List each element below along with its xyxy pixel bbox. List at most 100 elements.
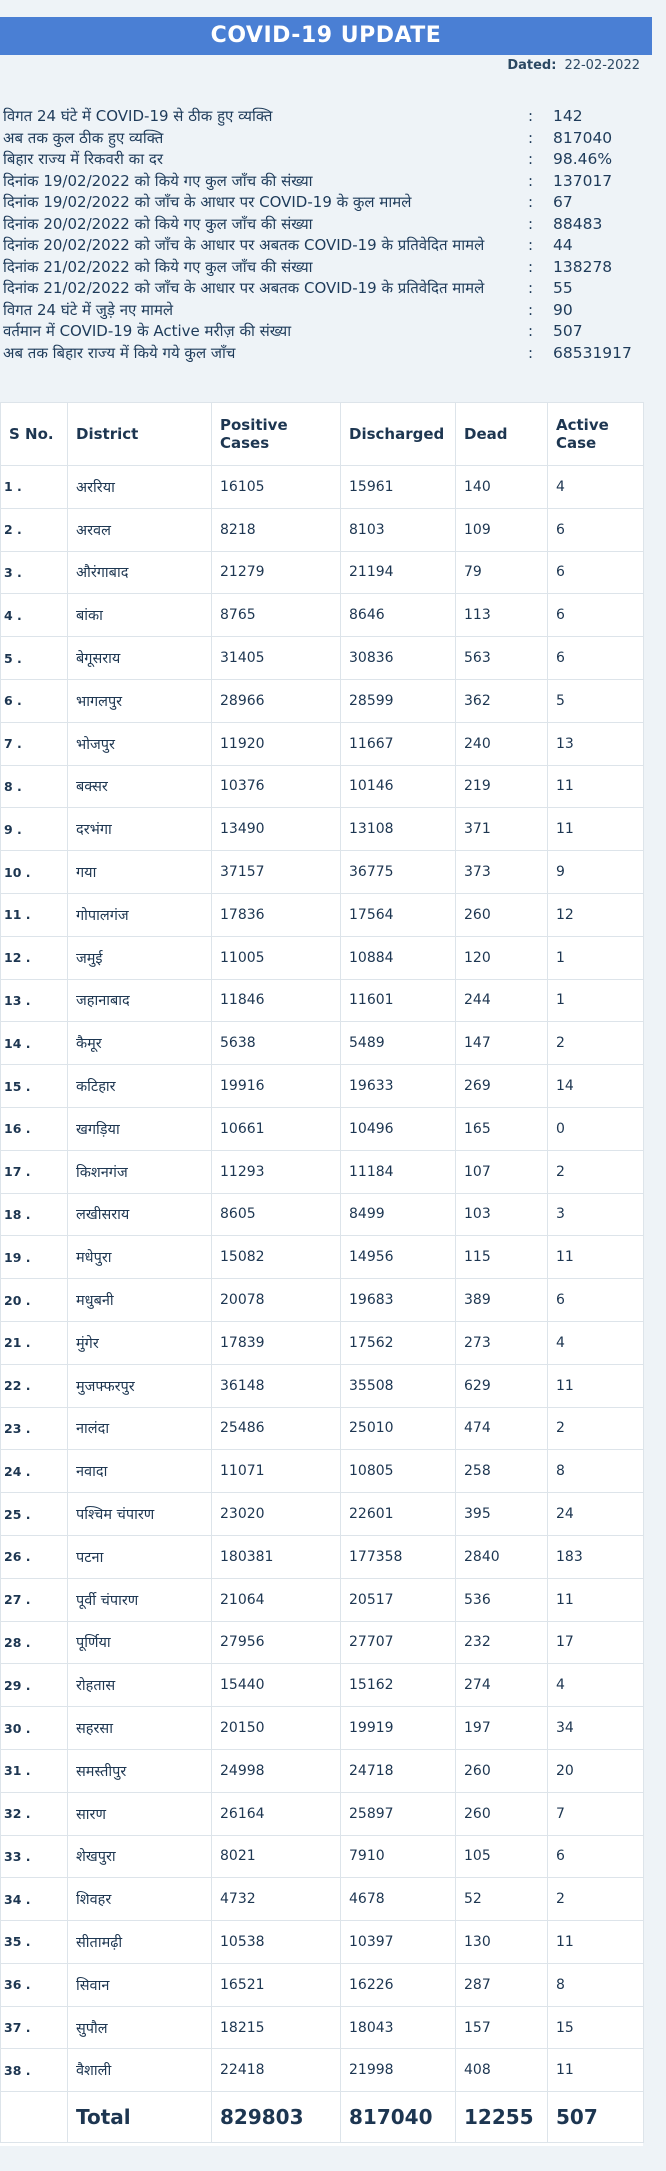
- header-district: District: [67, 402, 212, 466]
- table-row: 2 . अरवल 8218 8103 109 6: [0, 507, 644, 552]
- cell-positive-cases: 15082: [211, 1235, 341, 1280]
- summary-colon: :: [528, 279, 534, 297]
- cell-district: अररिया: [67, 465, 212, 509]
- summary-value: 98.46%: [553, 150, 613, 168]
- summary-row: विगत 24 घंटे में जुड़े नए मामले:90: [0, 300, 652, 322]
- cell-positive-cases: 24998: [211, 1748, 341, 1793]
- summary-value: 817040: [553, 128, 613, 147]
- cell-discharged: 13108: [340, 807, 456, 852]
- summary-label: विगत 24 घंटे में COVID-19 से ठीक हुए व्य…: [3, 107, 273, 125]
- cell-district: पूर्णिया: [67, 1620, 212, 1665]
- cell-district: रोहतास: [67, 1663, 212, 1708]
- cell-active-case: 11: [547, 1920, 644, 1964]
- cell-district: अरवल: [67, 507, 212, 552]
- cell-dead: 197: [455, 1706, 548, 1750]
- table-row: 4 . बांका 8765 8646 113 6: [0, 593, 644, 638]
- page-title-banner: COVID-19 UPDATE: [0, 17, 652, 55]
- cell-active-case: 8: [547, 1449, 644, 1494]
- summary-colon: :: [528, 236, 534, 254]
- total-cell-sno: [0, 2091, 68, 2144]
- summary-row: दिनांक 20/02/2022 को जाँच के आधार पर अबत…: [0, 235, 652, 257]
- cell-discharged: 16226: [340, 1962, 456, 2007]
- cell-dead: 232: [455, 1620, 548, 1665]
- cell-active-case: 11: [547, 764, 644, 809]
- cell-dead: 362: [455, 678, 548, 723]
- cell-sno: 18 .: [0, 1192, 68, 1237]
- cell-positive-cases: 11071: [211, 1449, 341, 1494]
- cell-discharged: 17562: [340, 1320, 456, 1365]
- total-cell-discharged: 817040: [340, 2091, 456, 2144]
- cell-discharged: 11601: [340, 978, 456, 1023]
- summary-row: दिनांक 21/02/2022 को किये गए कुल जाँच की…: [0, 257, 652, 279]
- cell-district: सहरसा: [67, 1706, 212, 1750]
- table-row: 25 . पश्चिम चंपारण 23020 22601 395 24: [0, 1492, 644, 1536]
- table-row: 35 . सीतामढ़ी 10538 10397 130 11: [0, 1920, 644, 1964]
- table-total-row: Total 829803 817040 12255 507: [0, 2091, 644, 2144]
- table-row: 8 . बक्सर 10376 10146 219 11: [0, 764, 644, 809]
- cell-positive-cases: 11920: [211, 721, 341, 766]
- cell-positive-cases: 10538: [211, 1920, 341, 1964]
- dated-line: Dated: 22-02-2022: [507, 58, 640, 73]
- cell-positive-cases: 11005: [211, 935, 341, 980]
- cell-positive-cases: 22418: [211, 2048, 341, 2093]
- cell-active-case: 183: [547, 1534, 644, 1579]
- total-cell-dead: 12255: [455, 2091, 548, 2144]
- cell-positive-cases: 180381: [211, 1534, 341, 1579]
- cell-sno: 21 .: [0, 1320, 68, 1365]
- cell-discharged: 36775: [340, 850, 456, 894]
- summary-row: अब तक बिहार राज्य में किये गये कुल जाँच:…: [0, 343, 652, 365]
- cell-discharged: 15961: [340, 465, 456, 509]
- cell-sno: 1 .: [0, 465, 68, 509]
- cell-positive-cases: 16105: [211, 465, 341, 509]
- summary-colon: :: [528, 150, 534, 168]
- cell-discharged: 19919: [340, 1706, 456, 1750]
- cell-dead: 113: [455, 593, 548, 638]
- cell-positive-cases: 28966: [211, 678, 341, 723]
- summary-colon: :: [528, 322, 534, 340]
- cell-sno: 24 .: [0, 1449, 68, 1494]
- table-header-row: S No. District Positive Cases Discharged…: [0, 402, 644, 466]
- cell-dead: 130: [455, 1920, 548, 1964]
- cell-positive-cases: 13490: [211, 807, 341, 852]
- cell-active-case: 1: [547, 935, 644, 980]
- cell-district: बांका: [67, 593, 212, 638]
- cell-discharged: 17564: [340, 892, 456, 937]
- cell-sno: 38 .: [0, 2048, 68, 2093]
- cell-sno: 7 .: [0, 721, 68, 766]
- table-row: 16 . खगड़िया 10661 10496 165 0: [0, 1106, 644, 1151]
- table-row: 32 . सारण 26164 25897 260 7: [0, 1791, 644, 1836]
- cell-district: सारण: [67, 1791, 212, 1836]
- cell-discharged: 21998: [340, 2048, 456, 2093]
- cell-dead: 109: [455, 507, 548, 552]
- header-active-case: Active Case: [547, 402, 644, 466]
- summary-label: दिनांक 21/02/2022 को किये गए कुल जाँच की…: [3, 257, 313, 276]
- table-row: 21 . मुंगेर 17839 17562 273 4: [0, 1320, 644, 1365]
- cell-district: कटिहार: [67, 1064, 212, 1108]
- cell-dead: 408: [455, 2048, 548, 2093]
- cell-discharged: 11184: [340, 1149, 456, 1194]
- summary-row: दिनांक 20/02/2022 को किये गए कुल जाँच की…: [0, 214, 652, 236]
- table-row: 6 . भागलपुर 28966 28599 362 5: [0, 678, 644, 723]
- cell-discharged: 4678: [340, 1877, 456, 1922]
- cell-dead: 52: [455, 1877, 548, 1922]
- header-dead: Dead: [455, 402, 548, 466]
- cell-dead: 629: [455, 1363, 548, 1408]
- cell-positive-cases: 31405: [211, 636, 341, 680]
- cell-dead: 157: [455, 2005, 548, 2050]
- cell-positive-cases: 8218: [211, 507, 341, 552]
- cell-sno: 33 .: [0, 1834, 68, 1879]
- table-row: 31 . समस्तीपुर 24998 24718 260 20: [0, 1748, 644, 1793]
- cell-positive-cases: 5638: [211, 1021, 341, 1066]
- cell-discharged: 21194: [340, 550, 456, 595]
- summary-row: दिनांक 19/02/2022 को जाँच के आधार पर COV…: [0, 192, 652, 214]
- cell-dead: 219: [455, 764, 548, 809]
- cell-sno: 3 .: [0, 550, 68, 595]
- summary-value: 44: [553, 236, 573, 254]
- cell-active-case: 2: [547, 1149, 644, 1194]
- cell-active-case: 1: [547, 978, 644, 1023]
- summary-value: 137017: [553, 171, 613, 190]
- table-row: 36 . सिवान 16521 16226 287 8: [0, 1962, 644, 2007]
- cell-positive-cases: 11846: [211, 978, 341, 1023]
- cell-active-case: 9: [547, 850, 644, 894]
- cell-active-case: 5: [547, 678, 644, 723]
